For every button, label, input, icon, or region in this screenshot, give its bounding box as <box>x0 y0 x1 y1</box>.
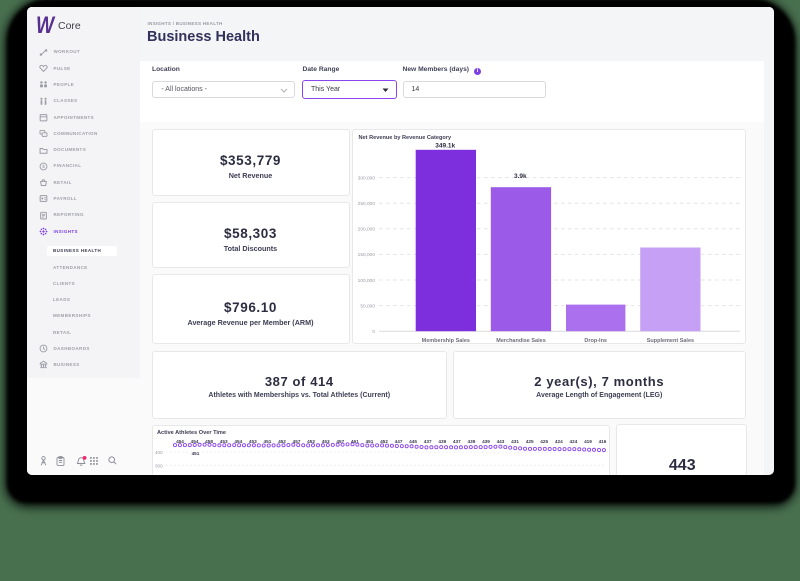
svg-text:457: 457 <box>336 439 344 444</box>
svg-text:452: 452 <box>278 439 286 444</box>
svg-text:439: 439 <box>467 439 475 444</box>
svg-text:453: 453 <box>321 439 329 444</box>
svg-text:Drop-Ins: Drop-Ins <box>584 338 607 344</box>
svg-text:439: 439 <box>482 439 490 444</box>
svg-text:349.1k: 349.1k <box>435 142 455 149</box>
svg-text:439: 439 <box>438 439 446 444</box>
svg-text:451: 451 <box>365 439 373 444</box>
svg-text:100,000: 100,000 <box>358 278 376 284</box>
svg-text:451: 451 <box>263 439 271 444</box>
svg-text:453: 453 <box>248 439 256 444</box>
svg-text:400: 400 <box>155 450 163 455</box>
svg-text:457: 457 <box>292 439 300 444</box>
svg-text:Supplement Sales: Supplement Sales <box>647 338 694 344</box>
svg-text:250,000: 250,000 <box>358 201 376 207</box>
svg-text:447: 447 <box>394 439 402 444</box>
svg-text:300: 300 <box>155 463 163 468</box>
svg-text:425: 425 <box>540 439 548 444</box>
svg-text:454: 454 <box>234 439 242 444</box>
svg-text:445: 445 <box>409 439 417 444</box>
svg-text:452: 452 <box>307 439 315 444</box>
svg-text:425: 425 <box>525 439 533 444</box>
svg-text:458: 458 <box>205 439 213 444</box>
svg-text:Membership Sales: Membership Sales <box>422 338 470 344</box>
svg-text:3.9k: 3.9k <box>514 173 527 180</box>
svg-text:424: 424 <box>554 439 562 444</box>
svg-text:454: 454 <box>190 439 198 444</box>
svg-text:451: 451 <box>191 450 199 455</box>
svg-text:437: 437 <box>423 439 431 444</box>
svg-text:$: $ <box>42 164 45 170</box>
svg-text:200,000: 200,000 <box>358 227 376 233</box>
svg-text:419: 419 <box>584 439 592 444</box>
svg-text:0: 0 <box>372 329 375 335</box>
svg-text:150,000: 150,000 <box>358 252 376 258</box>
svg-text:453: 453 <box>219 439 227 444</box>
svg-text:416: 416 <box>598 439 606 444</box>
svg-text:Merchandise Sales: Merchandise Sales <box>496 338 546 344</box>
svg-text:454: 454 <box>176 439 184 444</box>
svg-text:431: 431 <box>511 439 519 444</box>
svg-text:452: 452 <box>380 439 388 444</box>
svg-text:50,000: 50,000 <box>360 303 375 309</box>
svg-text:300,000: 300,000 <box>358 175 376 181</box>
svg-text:437: 437 <box>452 439 460 444</box>
svg-text:424: 424 <box>569 439 577 444</box>
svg-text:443: 443 <box>496 439 504 444</box>
svg-text:461: 461 <box>350 439 358 444</box>
